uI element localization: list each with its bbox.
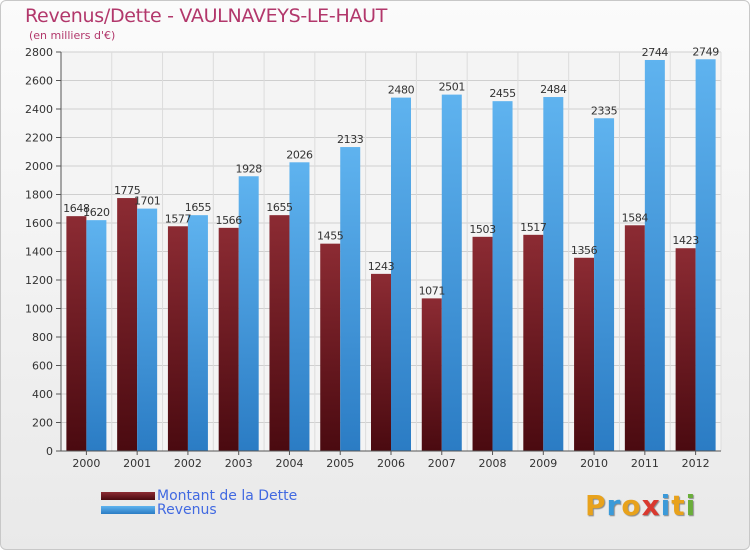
debt-bar — [421, 298, 442, 451]
x-tick-label: 2010 — [580, 457, 608, 470]
legend-label-debt: Montant de la Dette — [157, 488, 298, 504]
revenus-value-label: 1655 — [185, 201, 212, 214]
logo-letter: i — [685, 489, 697, 522]
revenus-value-label: 2133 — [337, 133, 364, 146]
revenus-value-label: 2749 — [692, 45, 719, 58]
debt-bar — [269, 215, 290, 451]
x-tick-label: 2009 — [529, 457, 557, 470]
x-tick-label: 2007 — [428, 457, 456, 470]
debt-bar — [675, 248, 696, 451]
debt-bar — [117, 198, 138, 451]
debt-bar — [574, 257, 595, 451]
y-tick-label: 2800 — [25, 46, 53, 59]
debt-bar — [624, 225, 645, 451]
debt-value-label: 1584 — [622, 211, 649, 224]
revenus-bar — [187, 215, 208, 451]
revenus-value-label: 1620 — [83, 206, 110, 219]
revenus-bar — [391, 97, 411, 451]
debt-bar — [167, 226, 188, 451]
x-tick-label: 2002 — [174, 457, 202, 470]
revenus-bar — [340, 147, 361, 452]
legend-label-revenus: Revenus — [157, 502, 217, 518]
y-tick-label: 1800 — [25, 189, 53, 202]
logo-letter: r — [606, 489, 622, 522]
x-tick-label: 2003 — [225, 457, 253, 470]
x-tick-label: 2005 — [326, 457, 354, 470]
debt-value-label: 1423 — [672, 234, 699, 247]
y-tick-label: 2600 — [25, 75, 53, 88]
revenus-value-label: 1701 — [134, 195, 160, 208]
revenus-value-label: 2501 — [439, 81, 465, 94]
legend-item-revenus: Revenus — [101, 502, 217, 518]
legend-swatch-debt — [101, 492, 155, 500]
debt-value-label: 1517 — [520, 221, 547, 234]
y-tick-label: 400 — [32, 388, 53, 401]
y-tick-label: 1000 — [25, 303, 53, 316]
x-tick-label: 2000 — [72, 457, 100, 470]
revenus-value-label: 2455 — [489, 87, 516, 100]
debt-value-label: 1071 — [419, 284, 445, 297]
revenus-value-label: 1928 — [235, 162, 262, 175]
revenus-value-label: 2484 — [540, 83, 567, 96]
debt-bar — [371, 273, 391, 451]
y-tick-label: 2200 — [25, 132, 53, 145]
x-tick-label: 2006 — [377, 457, 405, 470]
logo-letter: o — [621, 489, 642, 522]
debt-value-label: 1503 — [469, 223, 496, 236]
debt-value-label: 1356 — [571, 244, 598, 257]
proxiti-logo: Proxiti — [585, 489, 696, 522]
debt-bar — [66, 216, 87, 451]
revenus-value-label: 2480 — [388, 84, 415, 97]
debt-value-label: 1775 — [114, 184, 141, 197]
y-tick-label: 2400 — [25, 103, 53, 116]
revenus-value-label: 2026 — [286, 148, 313, 161]
debt-bar — [472, 236, 493, 451]
revenus-bar — [86, 220, 107, 451]
revenus-bar — [644, 59, 665, 451]
x-tick-label: 2008 — [479, 457, 507, 470]
legend-item-debt: Montant de la Dette — [101, 488, 297, 504]
y-tick-label: 2000 — [25, 160, 53, 173]
logo-letter: P — [585, 489, 607, 522]
y-tick-label: 600 — [32, 360, 53, 373]
y-tick-label: 0 — [46, 445, 53, 458]
legend-swatch-revenus — [101, 506, 155, 514]
y-tick-label: 1200 — [25, 274, 53, 287]
revenus-bar — [543, 97, 564, 451]
revenus-bar — [441, 94, 462, 452]
chart-subtitle: (en milliers d'€) — [29, 29, 116, 42]
logo-letter: t — [671, 489, 686, 522]
revenus-bar — [137, 208, 158, 451]
y-tick-label: 800 — [32, 331, 53, 344]
debt-value-label: 1648 — [63, 202, 90, 215]
x-tick-label: 2012 — [682, 457, 710, 470]
revenus-value-label: 2744 — [642, 46, 669, 59]
revenus-bar — [594, 118, 615, 451]
x-tick-label: 2001 — [123, 457, 151, 470]
revenus-bar — [695, 59, 716, 452]
revenus-bar — [238, 176, 259, 451]
y-tick-label: 1600 — [25, 217, 53, 230]
debt-value-label: 1577 — [165, 212, 192, 225]
y-tick-label: 1400 — [25, 246, 53, 259]
revenus-bar — [289, 162, 310, 452]
debt-value-label: 1243 — [368, 260, 395, 273]
debt-bar — [218, 227, 239, 451]
y-tick-label: 200 — [32, 417, 53, 430]
logo-letter: x — [641, 489, 661, 522]
x-tick-label: 2004 — [275, 457, 303, 470]
revenus-bar — [492, 101, 513, 451]
debt-bar — [523, 234, 544, 451]
chart-title: Revenus/Dette - VAULNAVEYS-LE-HAUT — [25, 5, 388, 27]
debt-value-label: 1655 — [266, 201, 293, 214]
logo-letter: i — [660, 489, 672, 522]
debt-value-label: 1566 — [215, 214, 242, 227]
x-tick-label: 2011 — [631, 457, 659, 470]
debt-bar — [320, 243, 341, 451]
debt-value-label: 1455 — [317, 230, 344, 243]
revenus-value-label: 2335 — [591, 104, 618, 117]
